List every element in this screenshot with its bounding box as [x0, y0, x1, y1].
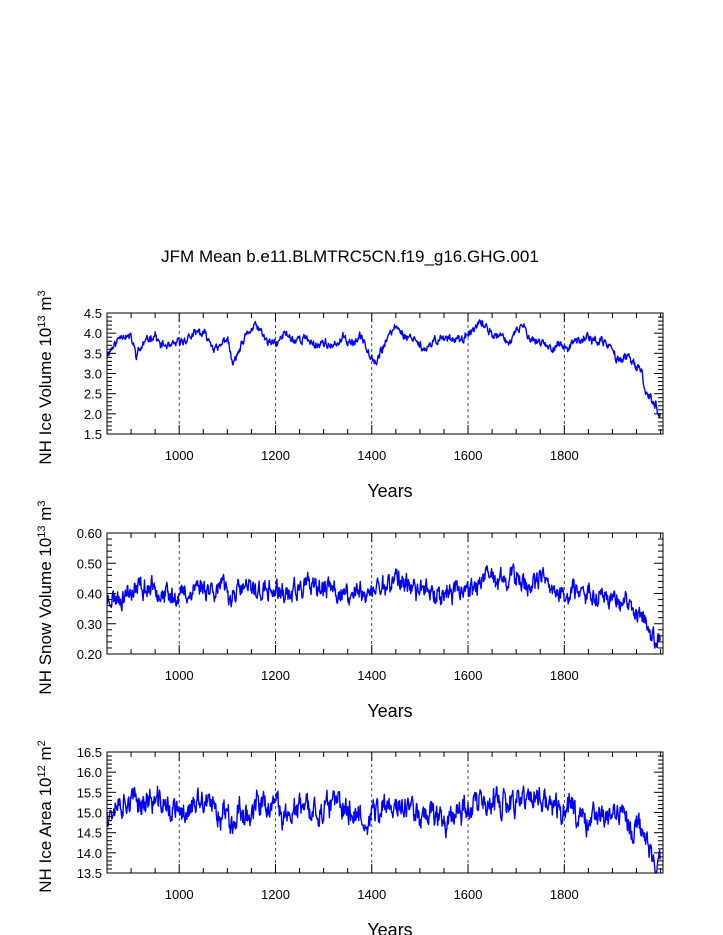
x-tick-label: 1200 — [261, 887, 290, 902]
y-axis-label: NH Ice Area 1012 m2 — [36, 740, 55, 893]
y-tick-label: 15.0 — [77, 806, 102, 821]
y-tick-label: 4.0 — [84, 326, 102, 341]
x-tick-label: 1600 — [454, 668, 483, 683]
y-tick-label: 16.5 — [77, 745, 102, 760]
y-tick-label: 0.40 — [77, 587, 102, 602]
x-tick-label: 1200 — [261, 448, 290, 463]
series-line-ice-area — [106, 785, 661, 874]
series-line-ice-volume — [106, 319, 661, 419]
y-tick-label: 0.50 — [77, 556, 102, 571]
y-tick-label: 13.5 — [77, 866, 102, 881]
y-tick-label: 16.0 — [77, 765, 102, 780]
y-tick-label: 3.5 — [84, 346, 102, 361]
panel-ice-area: 13.5 14.0 14.5 15.0 15.5 16.0 16.5 1000 1200 1400… — [36, 740, 664, 935]
x-axis-label: Years — [367, 920, 412, 935]
y-axis-label: NH Snow Volume 1013 m3 — [36, 500, 55, 694]
x-tick-label: 1200 — [261, 668, 290, 683]
y-tick-label: 14.0 — [77, 846, 102, 861]
y-tick-label: 2.5 — [84, 387, 102, 402]
series-line-snow-volume — [106, 563, 661, 649]
x-tick-label: 1400 — [357, 448, 386, 463]
y-tick-label: 4.5 — [84, 306, 102, 321]
plot-frame — [106, 312, 664, 435]
x-tick-label: 1000 — [165, 887, 194, 902]
x-tick-label: 1600 — [454, 448, 483, 463]
y-tick-label: 2.0 — [84, 407, 102, 422]
x-tick-label: 1800 — [550, 668, 579, 683]
x-tick-label: 1000 — [165, 448, 194, 463]
y-tick-label: 15.5 — [77, 785, 102, 800]
y-tick-label: 0.30 — [77, 617, 102, 632]
y-tick-label: 0.20 — [77, 647, 102, 662]
x-tick-label: 1600 — [454, 887, 483, 902]
panel-ice-volume: 1.5 2.0 2.5 3.0 3.5 4.0 4.5 1000 1200 1400 1600 180… — [36, 290, 664, 501]
chart-title: JFM Mean b.e11.BLMTRC5CN.f19_g16.GHG.001 — [161, 247, 539, 266]
y-tick-label: 3.0 — [84, 367, 102, 382]
x-tick-label: 1800 — [550, 887, 579, 902]
y-tick-label: 14.5 — [77, 826, 102, 841]
panel-snow-volume: 0.20 0.30 0.40 0.50 0.60 1000 1200 1400 1600 1800… — [36, 500, 664, 721]
x-tick-label: 1800 — [550, 448, 579, 463]
x-tick-label: 1000 — [165, 668, 194, 683]
y-axis-label: NH Ice Volume 1013 m3 — [36, 290, 55, 464]
x-tick-label: 1400 — [357, 887, 386, 902]
y-tick-label: 1.5 — [84, 427, 102, 442]
y-tick-label: 0.60 — [77, 526, 102, 541]
x-axis-label: Years — [367, 481, 412, 501]
x-axis-label: Years — [367, 701, 412, 721]
x-tick-label: 1400 — [357, 668, 386, 683]
